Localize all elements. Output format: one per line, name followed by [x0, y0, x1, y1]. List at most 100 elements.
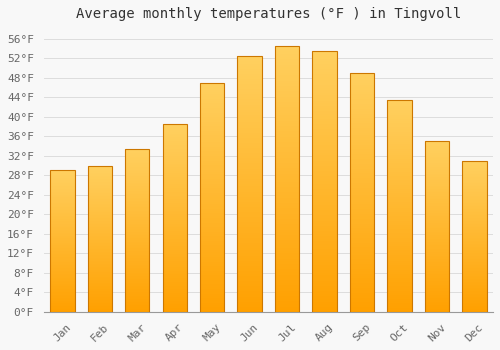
- Bar: [125, 263, 150, 265]
- Bar: [88, 199, 112, 201]
- Bar: [462, 232, 486, 233]
- Bar: [350, 271, 374, 274]
- Bar: [50, 177, 74, 179]
- Bar: [388, 250, 411, 253]
- Bar: [88, 202, 112, 204]
- Bar: [275, 78, 299, 81]
- Bar: [162, 124, 187, 312]
- Bar: [275, 65, 299, 68]
- Bar: [238, 261, 262, 263]
- Bar: [388, 210, 411, 212]
- Bar: [424, 233, 449, 235]
- Bar: [275, 128, 299, 131]
- Bar: [88, 221, 112, 223]
- Bar: [275, 105, 299, 107]
- Bar: [162, 224, 187, 225]
- Bar: [88, 218, 112, 220]
- Bar: [88, 262, 112, 264]
- Bar: [162, 258, 187, 259]
- Bar: [312, 275, 336, 278]
- Bar: [312, 161, 336, 163]
- Bar: [275, 174, 299, 176]
- Bar: [350, 80, 374, 83]
- Bar: [462, 295, 486, 297]
- Bar: [50, 274, 74, 275]
- Bar: [424, 269, 449, 271]
- Bar: [388, 108, 411, 110]
- Bar: [200, 181, 224, 183]
- Bar: [162, 254, 187, 256]
- Bar: [388, 151, 411, 153]
- Bar: [350, 178, 374, 181]
- Bar: [200, 168, 224, 170]
- Bar: [462, 238, 486, 239]
- Bar: [88, 192, 112, 194]
- Bar: [125, 206, 150, 207]
- Bar: [388, 267, 411, 270]
- Bar: [125, 235, 150, 237]
- Bar: [462, 258, 486, 259]
- Bar: [125, 167, 150, 168]
- Bar: [350, 126, 374, 128]
- Bar: [312, 296, 336, 299]
- Bar: [388, 197, 411, 199]
- Bar: [312, 268, 336, 270]
- Bar: [462, 214, 486, 215]
- Bar: [275, 163, 299, 166]
- Bar: [424, 237, 449, 239]
- Bar: [312, 93, 336, 95]
- Bar: [88, 208, 112, 210]
- Bar: [88, 236, 112, 237]
- Bar: [350, 123, 374, 126]
- Bar: [462, 197, 486, 198]
- Bar: [275, 288, 299, 291]
- Bar: [275, 153, 299, 155]
- Bar: [312, 283, 336, 286]
- Bar: [312, 124, 336, 127]
- Bar: [88, 277, 112, 278]
- Bar: [200, 83, 224, 312]
- Bar: [424, 310, 449, 312]
- Bar: [424, 307, 449, 309]
- Bar: [462, 235, 486, 236]
- Bar: [50, 257, 74, 258]
- Bar: [388, 144, 411, 146]
- Bar: [462, 206, 486, 208]
- Bar: [238, 125, 262, 128]
- Bar: [388, 257, 411, 259]
- Bar: [125, 199, 150, 201]
- Bar: [238, 64, 262, 66]
- Bar: [462, 276, 486, 277]
- Bar: [88, 196, 112, 198]
- Bar: [162, 265, 187, 267]
- Bar: [462, 256, 486, 258]
- Bar: [200, 193, 224, 195]
- Bar: [350, 147, 374, 149]
- Bar: [238, 235, 262, 238]
- Bar: [462, 267, 486, 268]
- Bar: [424, 239, 449, 240]
- Bar: [424, 251, 449, 252]
- Bar: [238, 135, 262, 138]
- Bar: [424, 215, 449, 216]
- Bar: [350, 276, 374, 279]
- Bar: [125, 201, 150, 202]
- Bar: [50, 284, 74, 285]
- Bar: [424, 210, 449, 211]
- Bar: [462, 203, 486, 205]
- Bar: [50, 195, 74, 196]
- Bar: [388, 303, 411, 306]
- Bar: [388, 259, 411, 261]
- Bar: [388, 282, 411, 284]
- Bar: [88, 179, 112, 180]
- Bar: [125, 157, 150, 158]
- Bar: [162, 212, 187, 214]
- Bar: [88, 284, 112, 286]
- Bar: [200, 275, 224, 278]
- Bar: [424, 242, 449, 244]
- Bar: [238, 163, 262, 166]
- Bar: [462, 259, 486, 260]
- Bar: [424, 199, 449, 201]
- Bar: [275, 256, 299, 259]
- Bar: [462, 224, 486, 226]
